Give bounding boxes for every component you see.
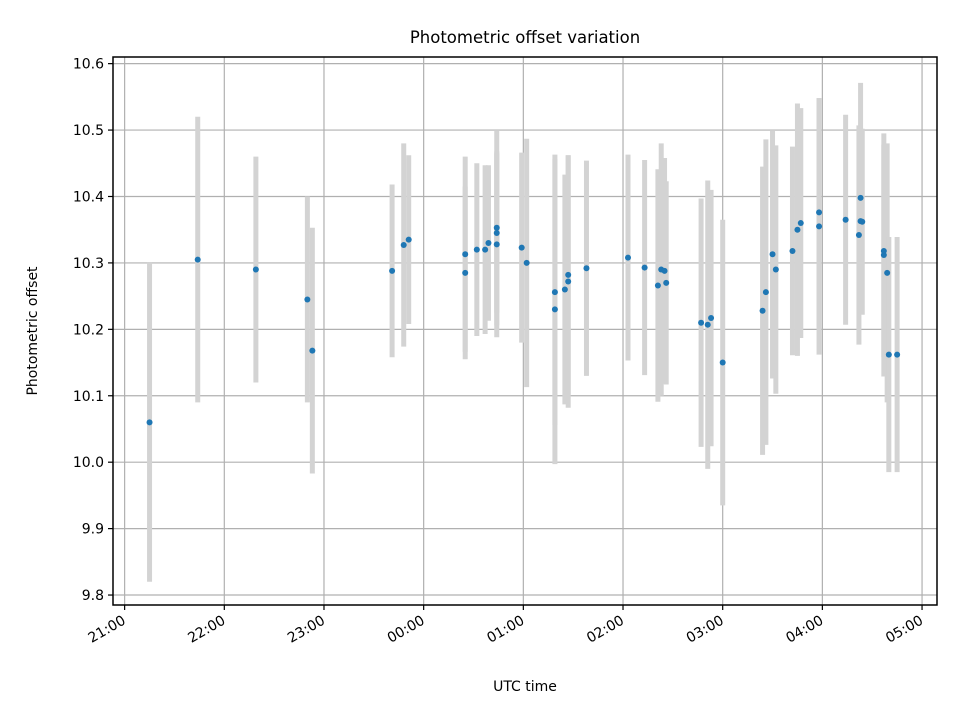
data-point bbox=[625, 254, 631, 261]
data-point bbox=[561, 286, 568, 293]
y-axis-label: Photometric offset bbox=[25, 266, 41, 396]
data-point bbox=[816, 209, 823, 216]
x-axis-ticks: 21:00 22:00 23:00 00:00 01:00 02:00 03:00 04:00… bbox=[86, 605, 926, 647]
x-tick-label: 22:00 bbox=[185, 613, 228, 647]
y-tick-label: 10.5 bbox=[73, 123, 104, 139]
data-point bbox=[894, 351, 901, 358]
plot-area-frame bbox=[112, 56, 938, 606]
data-point bbox=[473, 246, 480, 253]
data-point bbox=[772, 266, 779, 273]
y-tick-label: 9.9 bbox=[82, 522, 104, 538]
data-point bbox=[252, 266, 259, 273]
data-point bbox=[583, 265, 590, 272]
chart-title: Photometric offset variation bbox=[410, 28, 640, 47]
data-point bbox=[405, 236, 412, 243]
data-point bbox=[462, 269, 469, 276]
data-point bbox=[855, 232, 862, 239]
data-point bbox=[518, 244, 525, 251]
x-tick-label: 21:00 bbox=[86, 613, 129, 647]
x-tick-label: 02:00 bbox=[584, 613, 627, 647]
data-point bbox=[641, 264, 648, 271]
data-point bbox=[663, 279, 670, 286]
y-tick-label: 10.4 bbox=[73, 189, 104, 205]
data-point bbox=[708, 315, 715, 322]
data-point bbox=[493, 224, 500, 231]
data-point bbox=[551, 306, 558, 313]
data-point bbox=[661, 267, 668, 274]
x-tick-label: 00:00 bbox=[385, 613, 428, 647]
data-point bbox=[565, 271, 572, 278]
data-point bbox=[859, 218, 866, 225]
data-point bbox=[816, 223, 823, 230]
data-point bbox=[194, 256, 201, 263]
data-point bbox=[565, 278, 572, 285]
x-tick-label: 01:00 bbox=[484, 613, 527, 647]
data-point bbox=[842, 216, 849, 223]
data-point bbox=[304, 296, 311, 303]
x-tick-label: 05:00 bbox=[883, 613, 926, 647]
data-point bbox=[389, 267, 396, 274]
data-point bbox=[797, 220, 804, 227]
data-point bbox=[759, 307, 766, 314]
x-tick-label: 23:00 bbox=[285, 613, 328, 647]
data-point bbox=[523, 259, 530, 266]
y-tick-label: 9.8 bbox=[82, 588, 104, 604]
data-point bbox=[885, 351, 892, 358]
data-point bbox=[309, 347, 316, 354]
y-tick-label: 10.0 bbox=[73, 455, 104, 471]
data-point bbox=[485, 239, 492, 246]
data-point bbox=[769, 251, 776, 258]
data-point bbox=[880, 247, 887, 254]
data-point bbox=[794, 226, 801, 233]
y-tick-label: 10.1 bbox=[73, 389, 104, 405]
x-axis-label: UTC time bbox=[493, 679, 557, 695]
data-point bbox=[493, 230, 500, 237]
data-point bbox=[704, 321, 711, 328]
data-point bbox=[400, 241, 407, 248]
y-axis-ticks: 9.8 9.9 10.0 10.1 10.2 10.3 10.4 10.5 10.6 bbox=[73, 57, 113, 604]
data-point bbox=[551, 289, 558, 296]
y-tick-label: 10.2 bbox=[73, 322, 104, 338]
data-point bbox=[482, 246, 489, 253]
data-point bbox=[462, 251, 469, 258]
data-point bbox=[719, 359, 726, 366]
data-point bbox=[884, 269, 891, 276]
data-point bbox=[857, 194, 864, 201]
data-point bbox=[493, 241, 500, 248]
data-point bbox=[789, 247, 796, 254]
x-tick-label: 03:00 bbox=[684, 613, 727, 647]
data-point bbox=[146, 419, 153, 426]
data-point bbox=[762, 289, 769, 296]
data-point bbox=[654, 282, 661, 289]
y-tick-label: 10.3 bbox=[73, 256, 104, 272]
data-point bbox=[698, 319, 705, 326]
y-tick-label: 10.6 bbox=[73, 57, 104, 73]
x-tick-label: 04:00 bbox=[783, 613, 826, 647]
data-points bbox=[146, 194, 901, 426]
